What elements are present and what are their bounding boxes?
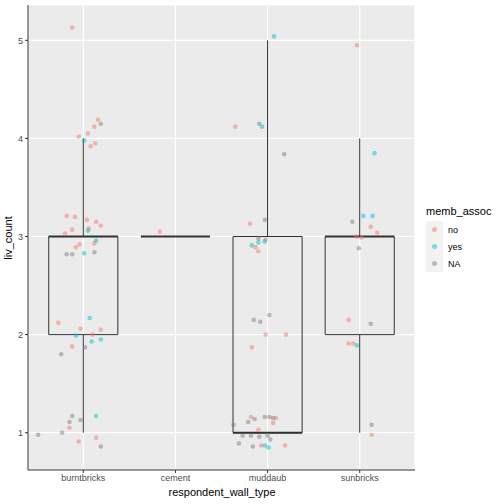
html-text:memb_assoc: memb_assoc: [426, 205, 492, 217]
html-text:yes: yes: [448, 241, 462, 252]
svg-text:1: 1: [18, 428, 23, 438]
svg-text:4: 4: [18, 134, 23, 144]
svg-text:burntbricks: burntbricks: [61, 473, 106, 483]
html-text:respondent_wall_type: respondent_wall_type: [168, 486, 276, 498]
svg-text:cement: cement: [161, 473, 191, 483]
svg-text:sunbricks: sunbricks: [341, 473, 380, 483]
svg-text:2: 2: [18, 330, 23, 340]
html-text:NA: NA: [448, 258, 461, 269]
html-text:liv_count: liv_count: [2, 216, 14, 260]
svg-text:muddaub: muddaub: [249, 473, 287, 483]
svg-text:5: 5: [18, 36, 23, 46]
svg-text:3: 3: [18, 232, 23, 242]
html-text:no: no: [448, 224, 458, 235]
